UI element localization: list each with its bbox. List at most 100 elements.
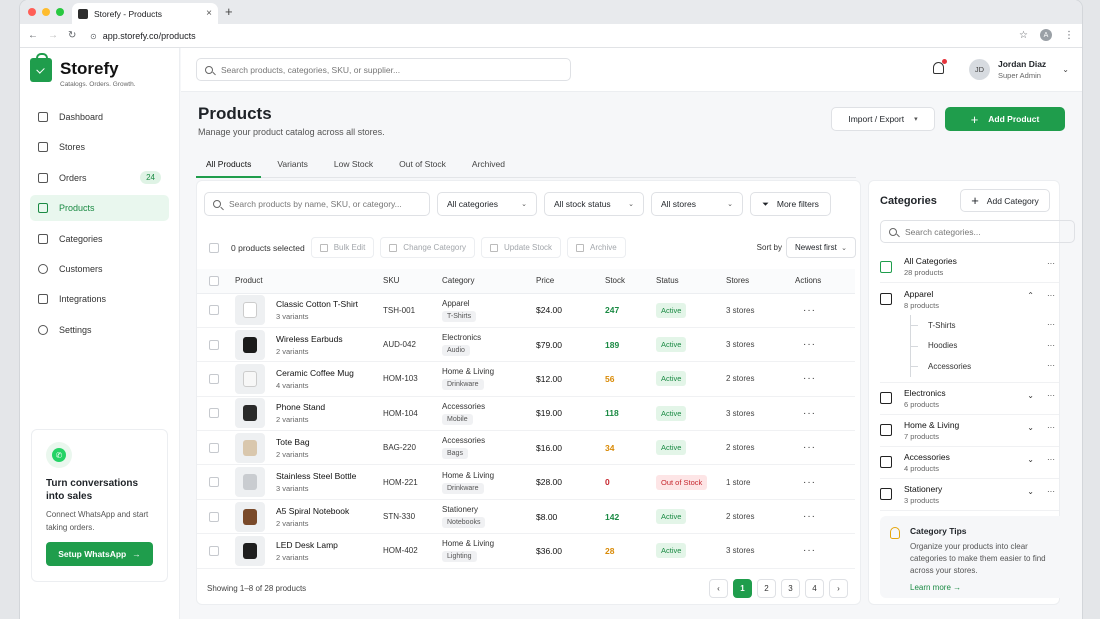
category-search[interactable] [880,220,1075,243]
subcategory-item[interactable]: Hoodies ··· [880,335,1059,357]
notification-bell-icon[interactable] [933,59,947,74]
tab-out-of-stock[interactable]: Out of Stock [399,159,446,169]
header-price[interactable]: Price [536,269,605,294]
sidebar-item-categories[interactable]: Categories [30,226,169,252]
subcategory-item[interactable]: T-Shirts ··· [880,315,1059,336]
row-checkbox[interactable] [209,442,219,453]
chevron-down-icon[interactable]: ⌄ [1027,486,1034,496]
header-stores[interactable]: Stores [726,269,795,294]
subcategory-item[interactable]: Accessories ··· [880,356,1059,377]
header-sku[interactable]: SKU [383,269,442,294]
product-search[interactable] [204,192,430,216]
bookmark-star-icon[interactable]: ☆ [1019,29,1028,41]
browser-tab[interactable]: Storefy - Products × [72,3,218,24]
global-search-input[interactable] [221,64,570,75]
row-checkbox[interactable] [209,511,219,522]
more-actions-icon[interactable]: ··· [803,442,816,454]
sidebar-item-settings[interactable]: Settings [30,317,169,343]
product-name[interactable]: Ceramic Coffee Mug [276,367,354,378]
product-name[interactable]: Phone Stand [276,402,326,413]
header-product[interactable]: Product [235,269,383,294]
page-button-1[interactable]: 1 [733,579,752,598]
product-name[interactable]: Stainless Steel Bottle [276,471,357,482]
more-actions-icon[interactable]: ··· [1047,454,1055,464]
sidebar-item-integrations[interactable]: Integrations [30,286,169,312]
sidebar-item-customers[interactable]: Customers [30,256,169,282]
product-name[interactable]: Wireless Earbuds [276,333,343,344]
product-search-input[interactable] [229,199,429,209]
more-actions-icon[interactable]: ··· [1047,390,1055,400]
more-actions-icon[interactable]: ··· [1047,422,1055,432]
category-item[interactable]: All Categories 28 products ··· [880,251,1059,283]
sidebar-item-dashboard[interactable]: Dashboard [30,104,169,130]
more-actions-icon[interactable]: ··· [803,407,816,419]
header-category[interactable]: Category [442,269,536,294]
sidebar-item-products[interactable]: Products [30,195,169,222]
more-filters-button[interactable]: ⏷ More filters [750,192,831,216]
add-category-button[interactable]: + Add Category [960,189,1050,212]
page-button-2[interactable]: 2 [757,579,776,598]
learn-more-link[interactable]: Learn more → [910,583,1063,592]
table-row[interactable]: Wireless Earbuds 2 variants AUD-042 Elec… [197,327,855,363]
more-actions-icon[interactable]: ··· [803,373,816,385]
more-actions-icon[interactable]: ··· [1047,486,1055,496]
more-actions-icon[interactable]: ··· [1047,340,1055,350]
row-checkbox[interactable] [209,373,219,384]
select-all-checkbox[interactable] [209,242,219,253]
product-name[interactable]: LED Desk Lamp [276,539,338,550]
sidebar-item-orders[interactable]: Orders 24 [30,165,169,191]
product-name[interactable]: A5 Spiral Notebook [276,505,350,516]
page-button-4[interactable]: 4 [805,579,824,598]
row-checkbox[interactable] [209,305,219,316]
more-actions-icon[interactable]: ··· [1047,259,1055,268]
minimize-window-button[interactable] [42,8,50,16]
product-name[interactable]: Tote Bag [276,436,310,447]
more-actions-icon[interactable]: ··· [1047,320,1055,329]
url-field[interactable]: ⊙ app.storefy.co/products [90,28,1040,44]
browser-profile-avatar[interactable]: A [1040,29,1052,41]
table-row[interactable]: Ceramic Coffee Mug 4 variants HOM-103 Ho… [197,361,855,397]
table-row[interactable]: Stainless Steel Bottle 3 variants HOM-22… [197,464,855,500]
global-search[interactable] [196,58,571,81]
more-actions-icon[interactable]: ··· [803,304,816,316]
more-actions-icon[interactable]: ··· [803,545,816,557]
header-checkbox[interactable] [209,275,219,286]
archive-button[interactable]: Archive [567,237,626,258]
brand[interactable]: Storefy Catalogs. Orders. Growth. [30,53,136,88]
add-product-button[interactable]: + Add Product [945,107,1065,131]
forward-arrow-icon[interactable]: → [48,30,58,41]
category-item[interactable]: Apparel 8 products ⌃ ··· [880,283,1059,315]
close-window-button[interactable] [28,8,36,16]
more-actions-icon[interactable]: ··· [803,339,816,351]
chevron-down-icon[interactable]: ⌄ [1027,454,1034,464]
tab-variants[interactable]: Variants [277,159,308,169]
maximize-window-button[interactable] [56,8,64,16]
row-checkbox[interactable] [209,477,219,488]
table-row[interactable]: Tote Bag 2 variants BAG-220 Accessories B… [197,430,855,466]
category-search-input[interactable] [905,226,1074,237]
header-status[interactable]: Status [656,269,726,294]
back-arrow-icon[interactable]: ← [28,30,38,41]
chevron-down-icon[interactable]: ⌄ [1027,422,1034,432]
close-tab-icon[interactable]: × [206,8,212,19]
chevron-down-icon[interactable]: ⌄ [1027,390,1034,400]
update-stock-button[interactable]: Update Stock [481,237,562,258]
row-checkbox[interactable] [209,408,219,419]
stores-filter-dropdown[interactable]: All stores ⌄ [651,192,743,216]
more-actions-icon[interactable]: ··· [1047,361,1055,370]
sort-dropdown[interactable]: Newest first ⌄ [786,237,856,258]
sidebar-item-stores[interactable]: Stores [30,134,169,160]
tab-low-stock[interactable]: Low Stock [333,159,374,169]
category-item[interactable]: Stationery 3 products ⌄ ··· [880,479,1059,511]
new-tab-button[interactable]: + [225,4,233,19]
table-row[interactable]: A5 Spiral Notebook 2 variants STN-330 St… [197,499,855,535]
tab-all-products[interactable]: All Products [196,152,262,178]
import-export-button[interactable]: Import / Export ▾ [831,107,935,131]
prev-page-button[interactable]: ‹ [709,579,728,598]
row-checkbox[interactable] [209,545,219,556]
setup-whatsapp-button[interactable]: Setup WhatsApp → [46,542,153,566]
header-stock[interactable]: Stock [605,269,656,294]
change-category-button[interactable]: Change Category [380,237,476,258]
page-button-3[interactable]: 3 [781,579,800,598]
more-actions-icon[interactable]: ··· [803,511,816,523]
